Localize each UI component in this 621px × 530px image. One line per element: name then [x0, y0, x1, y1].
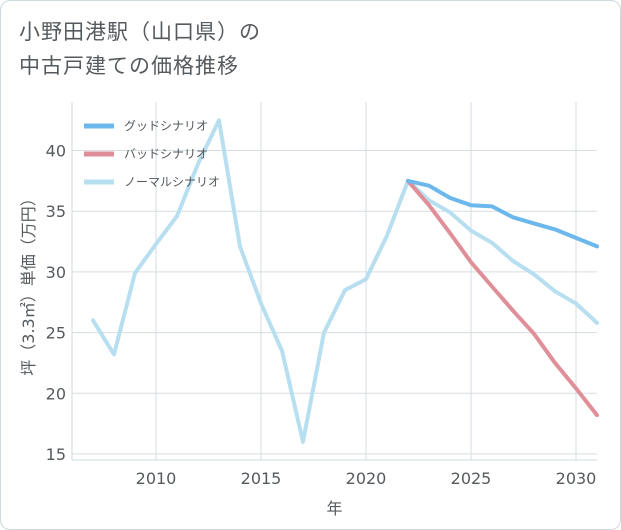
chart-title-line-2: 中古戸建ての価格推移 — [19, 54, 239, 78]
x-axis-label: 年 — [326, 499, 342, 518]
series-line-1 — [406, 178, 599, 418]
x-tick-label: 2030 — [556, 469, 597, 488]
legend-label: グッドシナリオ — [124, 119, 208, 133]
y-tick-label: 30 — [46, 263, 66, 282]
y-axis-label: 坪（3.3㎡）単価（万円） — [19, 190, 38, 375]
plot-frame — [71, 102, 597, 461]
legend-label: バッドシナリオ — [124, 147, 208, 161]
x-tick-label: 2025 — [451, 469, 492, 488]
series-line-2 — [91, 118, 599, 444]
x-tick-label: 2020 — [346, 469, 387, 488]
series-line-0 — [406, 178, 599, 249]
y-axis: 15 20 25 30 35 40 — [46, 142, 66, 464]
x-tick-label: 2010 — [136, 469, 177, 488]
y-tick-label: 25 — [46, 324, 66, 343]
series-lines — [91, 118, 599, 444]
y-tick-label: 15 — [46, 445, 66, 464]
x-axis: 2010 2015 2020 2025 2030 — [136, 469, 597, 488]
legend-label: ノーマルシナリオ — [124, 175, 220, 189]
chart-title: 小野田港駅（山口県）の 中古戸建ての価格推移 — [19, 15, 261, 83]
y-tick-label: 40 — [46, 142, 66, 161]
y-tick-label: 35 — [46, 202, 66, 221]
x-tick-label: 2015 — [241, 469, 282, 488]
y-tick-label: 20 — [46, 384, 66, 403]
chart-title-line-1: 小野田港駅（山口県）の — [19, 20, 261, 44]
